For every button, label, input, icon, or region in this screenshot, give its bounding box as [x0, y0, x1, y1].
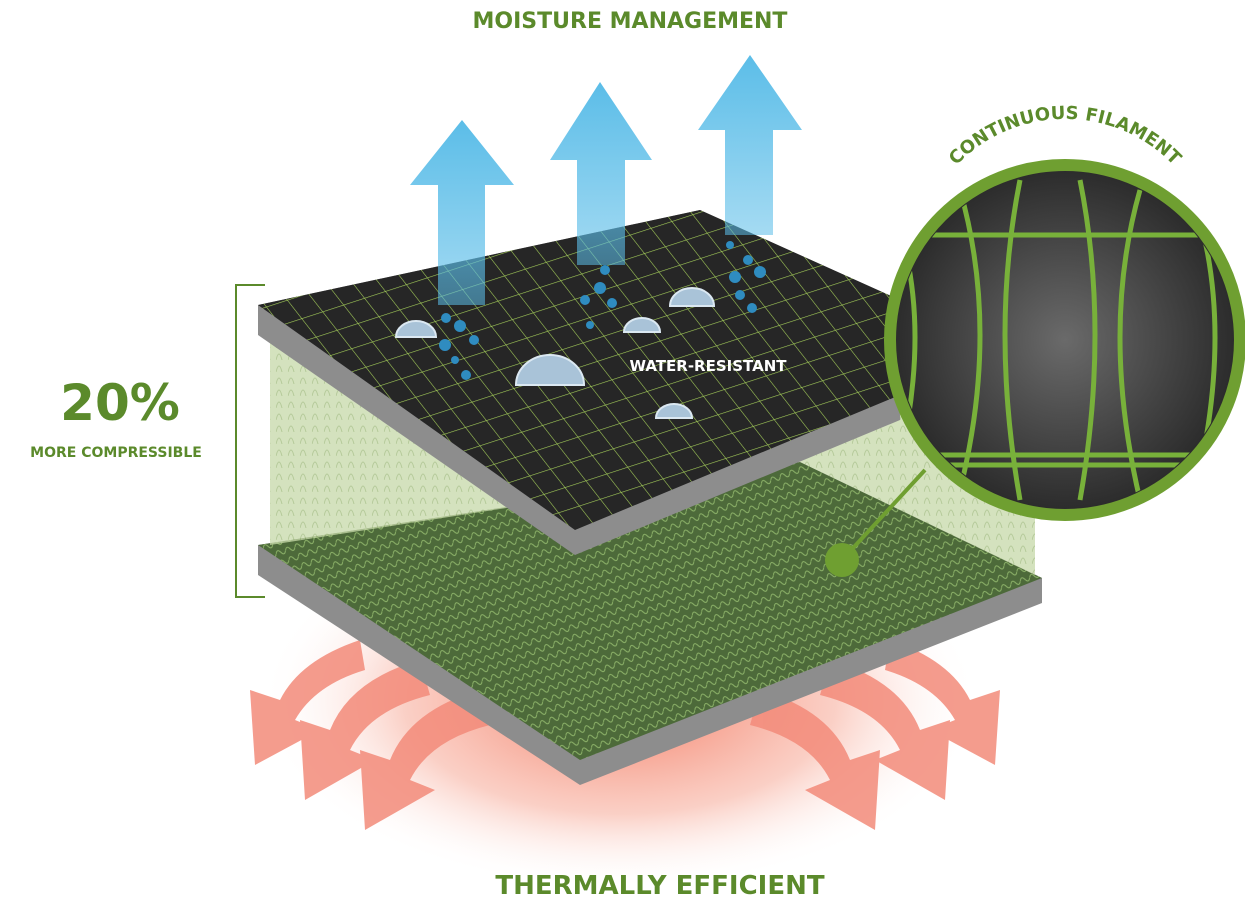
moisture-arrows	[410, 55, 802, 305]
moisture-dots	[439, 241, 766, 380]
bracket	[235, 284, 265, 598]
magnifier	[884, 159, 1245, 521]
magnifier-pointer	[840, 468, 927, 562]
compression-caption: MORE COMPRESSIBLE	[30, 445, 202, 461]
title: MOISTURE MANAGEMENT	[473, 9, 788, 34]
top-layer-label: WATER-RESISTANT	[629, 357, 787, 375]
magnifier-dot	[825, 543, 859, 577]
heat-arrows	[250, 640, 1000, 830]
footer-title: THERMALLY EFFICIENT	[495, 871, 824, 901]
compression-figure: 20%	[60, 374, 180, 432]
droplets	[394, 287, 716, 419]
bottom-layer	[258, 462, 1042, 760]
